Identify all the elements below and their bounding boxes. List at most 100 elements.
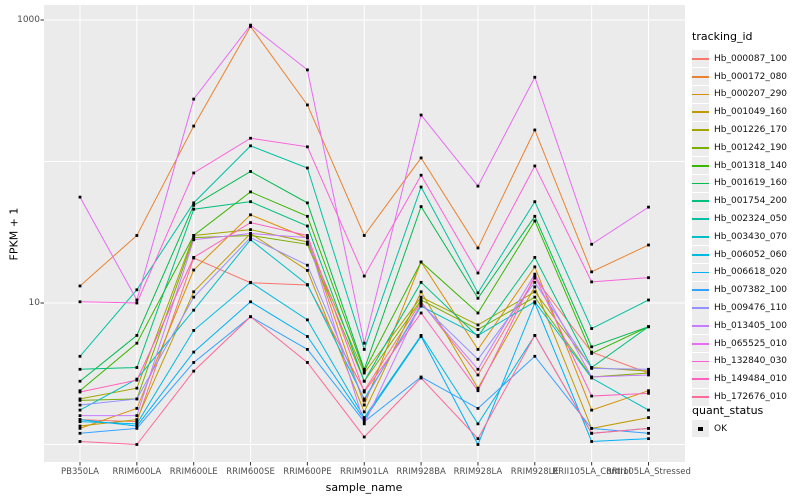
data-point — [419, 280, 423, 284]
data-point — [306, 268, 309, 272]
data-point — [362, 390, 366, 394]
data-point — [476, 296, 480, 300]
legend-key-box — [692, 139, 709, 157]
legend-item-quant-ok: OK — [692, 420, 727, 438]
data-point — [476, 184, 480, 188]
legend-key-box — [692, 388, 709, 406]
legend-key-box — [692, 85, 709, 103]
legend-item-label: Hb_007382_100 — [714, 285, 788, 296]
legend-item-label: Hb_009476_110 — [714, 303, 788, 314]
data-point — [78, 440, 82, 443]
legend-line-icon — [692, 253, 709, 256]
data-point — [192, 290, 196, 294]
data-point — [533, 128, 537, 132]
data-point — [78, 367, 82, 371]
data-point — [306, 224, 309, 228]
data-point — [476, 389, 480, 393]
data-point — [476, 328, 480, 331]
legend-item-label: Hb_000172_080 — [714, 71, 788, 82]
data-point — [590, 280, 594, 284]
data-point — [590, 242, 594, 246]
data-point — [419, 298, 423, 302]
data-point — [590, 345, 594, 349]
data-point — [135, 298, 139, 302]
x-tick-label: RRIM928LA — [453, 467, 503, 477]
data-point — [78, 195, 82, 199]
data-point — [78, 354, 82, 358]
data-point — [192, 207, 196, 211]
data-point — [533, 265, 537, 269]
legend-key-box — [692, 121, 709, 139]
data-point — [419, 304, 423, 308]
legend-line-icon — [692, 325, 709, 327]
data-point — [419, 301, 423, 305]
data-point — [476, 291, 480, 295]
data-point — [476, 386, 480, 390]
legend-item-label: Hb_132840_030 — [714, 356, 788, 367]
data-point — [306, 347, 309, 351]
legend-item: Hb_001619_160 — [692, 174, 787, 193]
data-point — [362, 369, 366, 373]
data-point — [476, 443, 480, 446]
data-point — [476, 373, 480, 377]
legend-line-icon — [692, 75, 709, 78]
legend-item: Hb_149484_010 — [692, 370, 787, 388]
legend-line-icon — [692, 58, 709, 60]
data-point — [192, 361, 196, 364]
data-point — [249, 315, 252, 319]
data-point — [135, 288, 139, 292]
data-point — [419, 376, 423, 380]
data-point — [419, 173, 423, 177]
data-point — [533, 200, 537, 204]
data-point — [419, 260, 423, 264]
legend-key-box — [692, 335, 709, 353]
legend-item: Hb_000207_290 — [692, 85, 787, 104]
data-point — [249, 236, 252, 239]
data-point — [533, 219, 537, 223]
data-point — [590, 394, 594, 398]
data-point — [135, 397, 139, 401]
legend-item: Hb_013405_100 — [692, 317, 787, 335]
data-point — [476, 437, 480, 441]
data-point — [362, 379, 366, 383]
legend-item-label: Hb_001226_170 — [714, 125, 788, 136]
x-tick-label: RRIM600PE — [283, 467, 332, 477]
data-point — [306, 242, 309, 246]
legend-key-box — [692, 281, 709, 299]
data-point — [590, 327, 594, 330]
data-point — [533, 334, 537, 337]
legend-key-box — [692, 192, 709, 210]
data-point — [419, 311, 423, 315]
data-point — [306, 318, 309, 322]
data-point — [647, 431, 650, 435]
data-point — [647, 243, 650, 247]
legend-key-box — [692, 370, 709, 388]
data-point — [192, 256, 196, 259]
data-point — [306, 283, 309, 286]
data-point — [647, 416, 650, 419]
legend-item: Hb_000172_080 — [692, 68, 787, 86]
data-point — [590, 426, 594, 430]
data-point — [476, 406, 480, 410]
legend-item: Hb_007382_100 — [692, 281, 787, 299]
data-point — [647, 205, 650, 209]
data-point — [362, 274, 366, 278]
data-point — [306, 263, 309, 267]
data-point — [647, 276, 650, 280]
data-point — [249, 170, 252, 173]
data-point — [362, 397, 366, 401]
legend-key-box — [692, 68, 709, 86]
data-point — [78, 408, 82, 412]
data-point — [249, 213, 252, 217]
legend-line-icon — [692, 342, 709, 345]
legend-line-icon — [692, 289, 709, 292]
legend-key-box — [692, 420, 709, 438]
legend-item-label: Hb_065525_010 — [714, 338, 788, 349]
x-tick-label: RRIM600SE — [226, 467, 275, 477]
data-point — [362, 341, 366, 345]
data-point — [306, 145, 309, 149]
data-point — [135, 420, 139, 424]
legend-item-label: Hb_000087_100 — [714, 53, 788, 64]
data-point — [78, 403, 82, 407]
